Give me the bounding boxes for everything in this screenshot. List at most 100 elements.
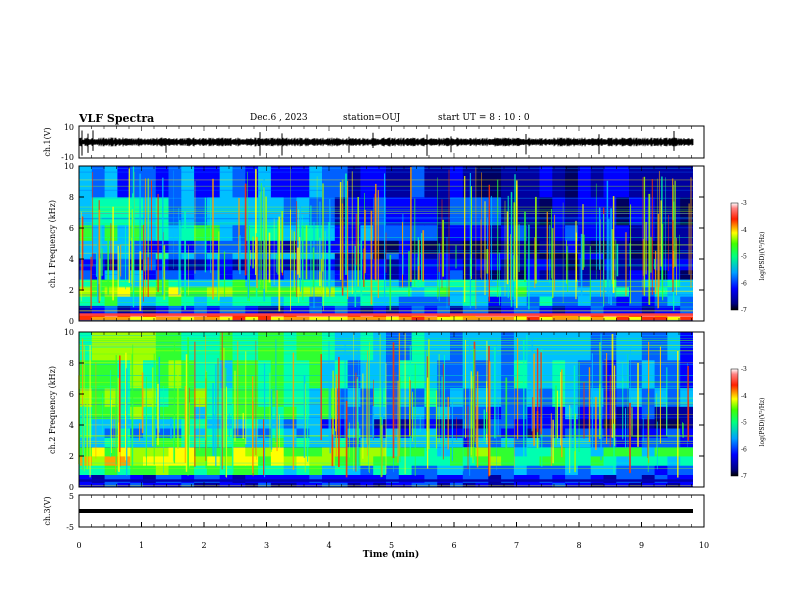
spectrogram-cell: [360, 406, 374, 420]
spectrogram-cell: [143, 240, 157, 254]
spectrogram-cell: [373, 296, 387, 306]
spectrogram-cell: [513, 296, 528, 306]
spectrogram-cell: [168, 437, 182, 448]
spectrogram-cell: [206, 296, 221, 306]
spectrogram-cell: [296, 418, 310, 429]
spectrogram-cell: [347, 446, 361, 457]
spectrogram-cell: [565, 224, 579, 241]
spectrogram-cell: [488, 286, 502, 297]
time-tick-label: 7: [514, 541, 519, 550]
spectrogram-cell: [450, 482, 464, 488]
spectrogram-cell: [232, 437, 246, 448]
spectrogram-cell: [411, 316, 425, 322]
time-tick-label: 9: [639, 541, 644, 550]
spectrogram-cell: [194, 286, 208, 297]
spectrogram-cell: [91, 446, 106, 457]
spectrogram-cell: [79, 286, 93, 297]
spectrogram-cell: [309, 465, 323, 475]
freq-tick-label: 8: [69, 359, 74, 368]
spectrogram-cell: [117, 465, 131, 475]
spectrogram-cell: [629, 316, 643, 322]
spectrogram-cell: [143, 456, 157, 466]
spectrogram-cell: [501, 166, 515, 198]
spectrogram-cell: [424, 197, 438, 226]
spectrogram-cell: [143, 465, 157, 475]
spectrogram-cell: [398, 316, 413, 322]
spectrogram-cell: [475, 418, 489, 429]
spectrogram-cell: [475, 305, 489, 314]
ch1-ytick-top: 10: [64, 123, 74, 132]
spectrogram-cell: [501, 428, 515, 438]
spectrogram-cell: [398, 166, 413, 198]
spectrogram-cell: [309, 456, 323, 466]
colorbar-tick-label: -5: [741, 420, 747, 427]
spectrogram-cell: [143, 166, 157, 198]
spectrogram-cell: [130, 437, 144, 448]
spectrogram-cell: [194, 418, 208, 429]
spectrogram-cell: [565, 252, 579, 260]
spectrogram-cell: [667, 359, 681, 389]
spectrogram-cell: [91, 418, 106, 429]
start-time-label: start UT = 8 : 10 : 0: [438, 113, 530, 123]
spectrogram-cell: [603, 252, 617, 260]
spectrogram-cell: [155, 437, 170, 448]
spectrogram-cell: [117, 252, 131, 260]
spectrogram-cell: [386, 482, 400, 488]
spectrogram-cell: [373, 456, 387, 466]
spectrogram-cell: [513, 252, 528, 260]
spectrogram-cell: [437, 197, 451, 226]
spectrogram-cell: [680, 166, 694, 198]
spectrogram-cell: [347, 474, 361, 483]
spectrogram-cell: [565, 359, 579, 389]
spectrogram-cell: [143, 428, 157, 438]
spectrogram-cell: [450, 316, 464, 322]
spectrogram-cell: [539, 316, 553, 322]
spectrogram-cell: [283, 316, 298, 322]
spectrogram-cell: [411, 482, 425, 488]
spectrogram-cell: [552, 224, 566, 241]
spectrogram-cell: [155, 316, 170, 322]
spectrogram-cell: [79, 465, 93, 475]
spectrogram-cell: [450, 428, 464, 438]
spectrogram-cell: [360, 166, 374, 198]
spectrogram-cell: [424, 465, 438, 475]
spectrogram-cell: [130, 465, 144, 475]
spectrogram-cell: [91, 428, 106, 438]
spectrogram-cell: [117, 428, 131, 438]
spectrogram-cell: [309, 166, 323, 198]
time-tick-label: 6: [451, 541, 456, 550]
spectrogram-cell: [347, 456, 361, 466]
ch2-spectrogram-yticks: 0 2 4 6 8 10: [64, 328, 704, 492]
ch1-waveform-panel: 10 -10 ch.1(V): [43, 123, 705, 162]
spectrogram-cell: [79, 316, 93, 322]
spectrogram-cell: [168, 316, 182, 322]
spectrogram-cell: [360, 296, 374, 306]
spectrogram-cell: [577, 418, 592, 429]
spectrogram-cell: [437, 286, 451, 297]
spectrogram-cell: [629, 240, 643, 254]
spectrogram-cell: [219, 240, 234, 254]
spectrogram-cell: [232, 286, 246, 297]
spectrogram-cell: [565, 437, 579, 448]
spectrogram-cell: [322, 197, 336, 226]
spectrogram-cell: [270, 446, 285, 457]
spectrogram-cell: [552, 240, 566, 254]
spectrogram-cell: [194, 224, 208, 241]
spectrogram-cell: [501, 305, 515, 314]
spectrogram-cell: [590, 197, 605, 226]
spectrogram-cell: [373, 446, 387, 457]
spectrogram-cell: [475, 446, 489, 457]
ch2-colorbar-label: log(PSD)(V²/Hz): [759, 398, 766, 447]
spectrogram-cell: [219, 316, 234, 322]
spectrogram-cell: [475, 252, 489, 260]
spectrogram-cell: [590, 482, 605, 488]
spectrogram-cell: [424, 316, 438, 322]
spectrogram-cell: [104, 166, 118, 198]
spectrogram-cell: [565, 465, 579, 475]
spectrogram-cell: [513, 428, 528, 438]
spectrogram-cell: [168, 456, 182, 466]
spectrogram-cell: [616, 465, 630, 475]
time-tick-label: 0: [76, 541, 81, 550]
